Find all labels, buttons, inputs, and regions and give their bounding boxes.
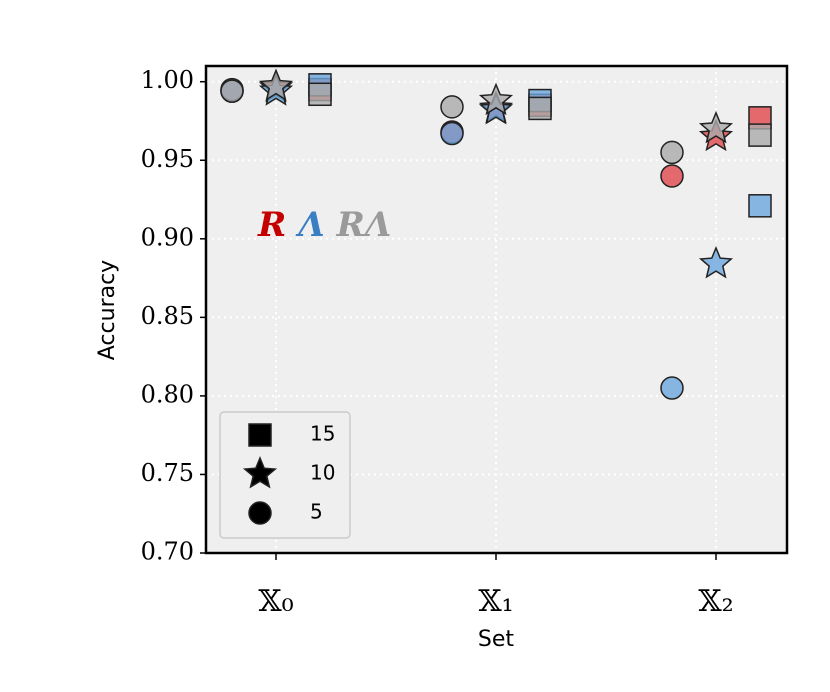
y-axis-label: Accuracy (95, 260, 120, 360)
y-tick-label: 0.75 (141, 459, 194, 487)
point-star (258, 68, 294, 101)
legend-label: 10 (310, 461, 335, 485)
point-star (478, 82, 514, 116)
point-square (528, 96, 552, 121)
point-square (748, 123, 772, 147)
x-tick-label: 𝕏₀ (258, 584, 293, 619)
x-axis-label: Set (478, 627, 515, 652)
y-tick-label: 0.85 (141, 302, 194, 330)
legend-label: 15 (310, 422, 335, 446)
point-square (308, 82, 332, 107)
x-tick-label: 𝕏₂ (698, 584, 733, 619)
point-star (698, 110, 734, 144)
legend-marker (248, 423, 272, 447)
legend-label: 5 (310, 500, 323, 524)
y-tick-label: 0.80 (141, 380, 194, 408)
point-square (748, 194, 772, 218)
y-tick-label: 0.95 (141, 145, 194, 173)
plot-frame (204, 64, 789, 555)
point-circle (440, 121, 464, 146)
legend-marker (242, 456, 278, 489)
series-label: R (257, 205, 286, 245)
point-circle (660, 376, 684, 400)
y-tick-label: 0.70 (141, 538, 194, 566)
y-tick-label: 1.00 (141, 66, 194, 94)
point-star (698, 245, 734, 279)
series-label: RΛ (336, 205, 392, 245)
point-circle (660, 164, 684, 188)
point-circle (660, 140, 684, 165)
series-label: Λ (295, 205, 324, 245)
legend: 15 10 5 (219, 411, 351, 539)
y-tick-label: 0.90 (141, 223, 194, 251)
point-circle (220, 79, 244, 103)
x-tick-label: 𝕏₁ (478, 584, 513, 619)
legend-marker (248, 501, 272, 525)
point-circle (440, 95, 464, 119)
